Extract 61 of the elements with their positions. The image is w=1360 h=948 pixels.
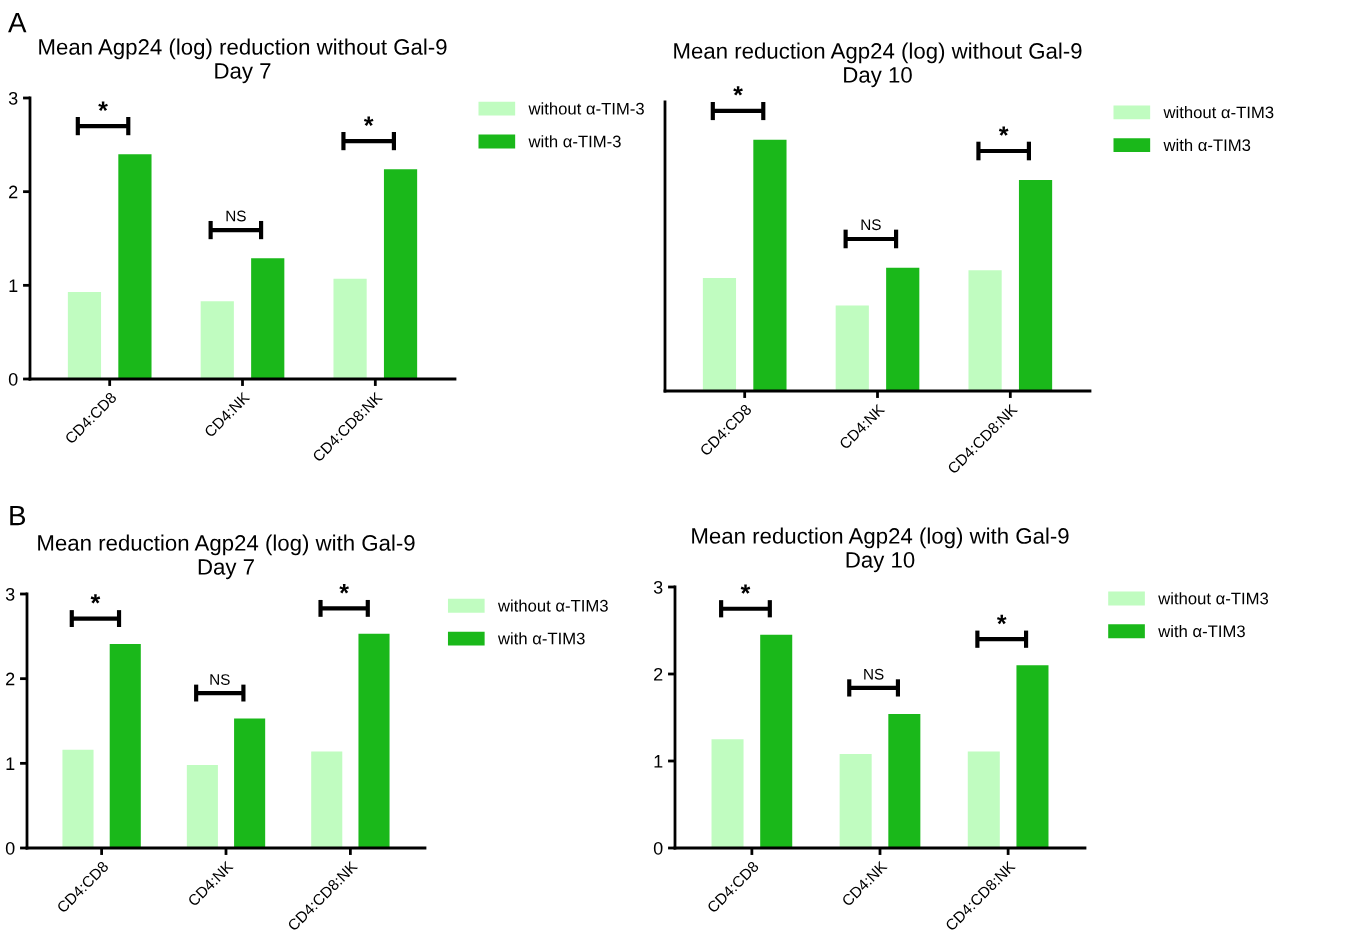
annotation: NS: [864, 668, 884, 680]
bar: [702, 277, 737, 391]
legend-label: without α-TIM3: [1163, 106, 1274, 119]
bar: [109, 643, 141, 848]
y-tick-label: 3: [653, 580, 663, 594]
bar: [200, 301, 234, 379]
bar: [886, 267, 920, 391]
text: A: [8, 13, 27, 33]
chart-title: Mean reduction Agp24 (log) with Gal-9 Day 10: [692, 527, 1069, 573]
text: *: [339, 584, 349, 594]
legend-label: with α-TIM3: [1158, 624, 1245, 638]
bar: [835, 305, 869, 391]
y-tick-label: 3: [8, 91, 18, 105]
bar: [760, 634, 793, 848]
y-tick-label: 0: [653, 841, 663, 855]
text: *: [998, 126, 1009, 136]
y-tick-label: 1: [654, 755, 663, 768]
bar: [967, 751, 1000, 848]
legend-label: with α-TIM3: [1163, 138, 1251, 152]
legend-label: without α-TIM3: [1158, 592, 1269, 605]
legend-label: without α-TIM-3: [528, 102, 644, 115]
annotation: NS: [226, 210, 246, 222]
bar: [711, 739, 744, 848]
text: *: [733, 86, 743, 96]
annotation: NS: [861, 219, 881, 231]
bar: [186, 765, 218, 848]
annotation: *: [98, 101, 108, 111]
legend-label: with α-TIM-3: [528, 135, 621, 148]
annotation: *: [740, 584, 751, 594]
bar: [234, 718, 266, 848]
y-tick-label: 2: [654, 667, 663, 681]
bar: [888, 714, 921, 848]
annotation: *: [90, 594, 101, 604]
bar: [62, 749, 94, 848]
bar: [333, 278, 367, 379]
text: B: [10, 506, 26, 526]
y-tick-label: 1: [6, 757, 15, 770]
bar: [358, 633, 390, 848]
bar: [1018, 179, 1053, 391]
legend-label: without α-TIM3: [497, 599, 608, 612]
bar: [968, 270, 1002, 391]
y-tick-label: 0: [8, 372, 18, 386]
bar: [311, 751, 343, 848]
bar: [67, 291, 102, 379]
annotation: *: [996, 614, 1007, 625]
legend-label: with α-TIM3: [497, 632, 585, 645]
bar: [753, 139, 787, 391]
y-tick-label: 2: [6, 672, 15, 686]
chart-title: Mean Agp24 (log) reduction without Gal-9 Day 7: [39, 38, 447, 84]
y-tick-label: 1: [9, 279, 18, 292]
y-tick-label: 2: [9, 185, 18, 199]
y-tick-label: 3: [5, 587, 15, 601]
y-tick-label: 0: [5, 841, 15, 855]
bar: [251, 258, 285, 379]
bar: [118, 154, 152, 379]
bar: [1016, 665, 1049, 848]
annotation: NS: [210, 674, 230, 685]
annotation: *: [363, 116, 374, 126]
chart-title: Mean reduction Agp24 (log) with Gal-9 Day 7: [38, 534, 415, 580]
bar: [839, 754, 872, 848]
bar: [383, 169, 418, 379]
